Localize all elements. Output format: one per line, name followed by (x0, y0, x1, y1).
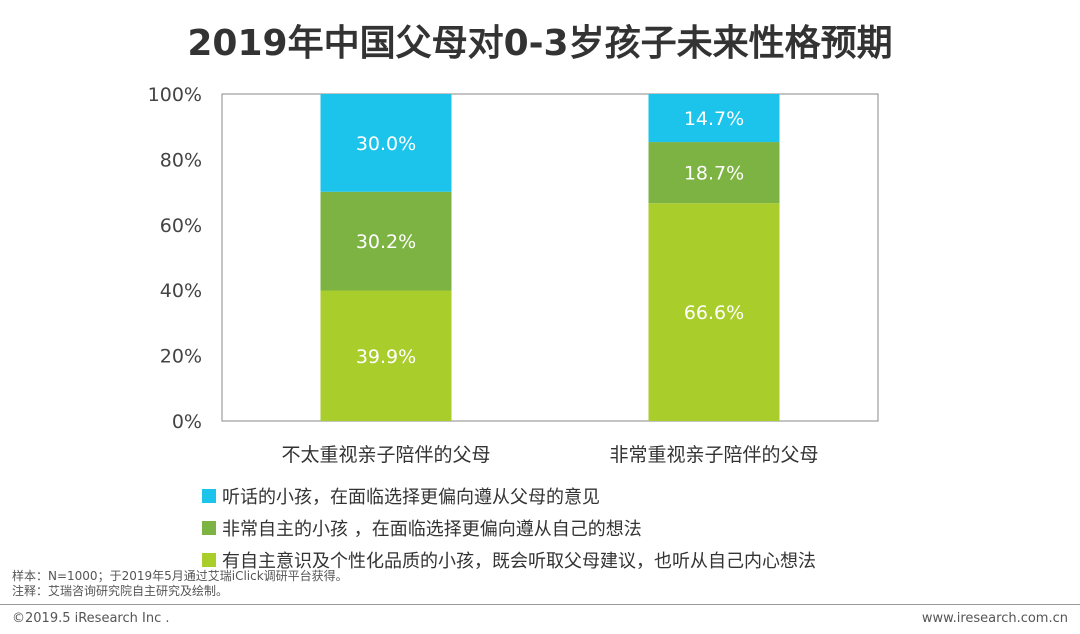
category-label: 不太重视亲子陪伴的父母 (281, 444, 490, 466)
y-tick-label: 40% (160, 280, 202, 302)
legend: 听话的小孩，在面临选择更偏向遵从父母的意见 非常自主的小孩 ，在面临选择更偏向遵… (202, 480, 816, 576)
legend-item: 有自主意识及个性化品质的小孩，既会听取父母建议，也听从自己内心想法 (202, 544, 816, 576)
sample-note: 样本：N=1000；于2019年5月通过艾瑞iClick调研平台获得。 (12, 569, 348, 583)
y-tick-label: 0% (172, 411, 202, 433)
category-label: 非常重视亲子陪伴的父母 (609, 444, 818, 466)
bar-segment (320, 191, 452, 291)
legend-swatch (202, 553, 216, 567)
data-label: 18.7% (684, 163, 744, 185)
bar-segment (648, 203, 780, 421)
data-label: 30.2% (356, 231, 416, 253)
plot-frame (221, 93, 879, 422)
chart-title: 2019年中国父母对0-3岁孩子未来性格预期 (187, 23, 893, 64)
bar-segment (648, 94, 780, 143)
legend-item: 听话的小孩，在面临选择更偏向遵从父母的意见 (202, 480, 816, 512)
legend-swatch (202, 521, 216, 535)
data-label: 14.7% (684, 108, 744, 130)
legend-item: 非常自主的小孩 ，在面临选择更偏向遵从自己的想法 (202, 512, 816, 544)
legend-swatch (202, 489, 216, 503)
y-tick-label: 100% (148, 84, 202, 106)
website: www.iresearch.com.cn (921, 611, 1068, 626)
y-tick-label: 60% (160, 215, 202, 237)
y-tick-label: 80% (160, 149, 202, 171)
footer-divider (0, 604, 1080, 605)
y-tick-label: 20% (160, 346, 202, 368)
data-label: 30.0% (356, 133, 416, 155)
bar-segment (320, 94, 452, 192)
stacked-bar-chart: 0% 20% 40% 60% 80% 100% 39.9% 30.2% 30.0% 不太重视亲子陪… (148, 84, 879, 466)
copyright: ©2019.5 iResearch Inc . (12, 611, 170, 626)
legend-label: 听话的小孩，在面临选择更偏向遵从父母的意见 (222, 487, 600, 508)
notes: 样本：N=1000；于2019年5月通过艾瑞iClick调研平台获得。 注释：艾… (12, 569, 348, 599)
legend-label: 非常自主的小孩 ，在面临选择更偏向遵从自己的想法 (222, 519, 642, 540)
bar-segment (648, 142, 780, 204)
bar-segment (320, 290, 452, 421)
source-note: 注释：艾瑞咨询研究院自主研究及绘制。 (12, 584, 229, 598)
data-label: 66.6% (684, 302, 744, 324)
data-label: 39.9% (356, 346, 416, 368)
legend-label: 有自主意识及个性化品质的小孩，既会听取父母建议，也听从自己内心想法 (222, 551, 816, 572)
